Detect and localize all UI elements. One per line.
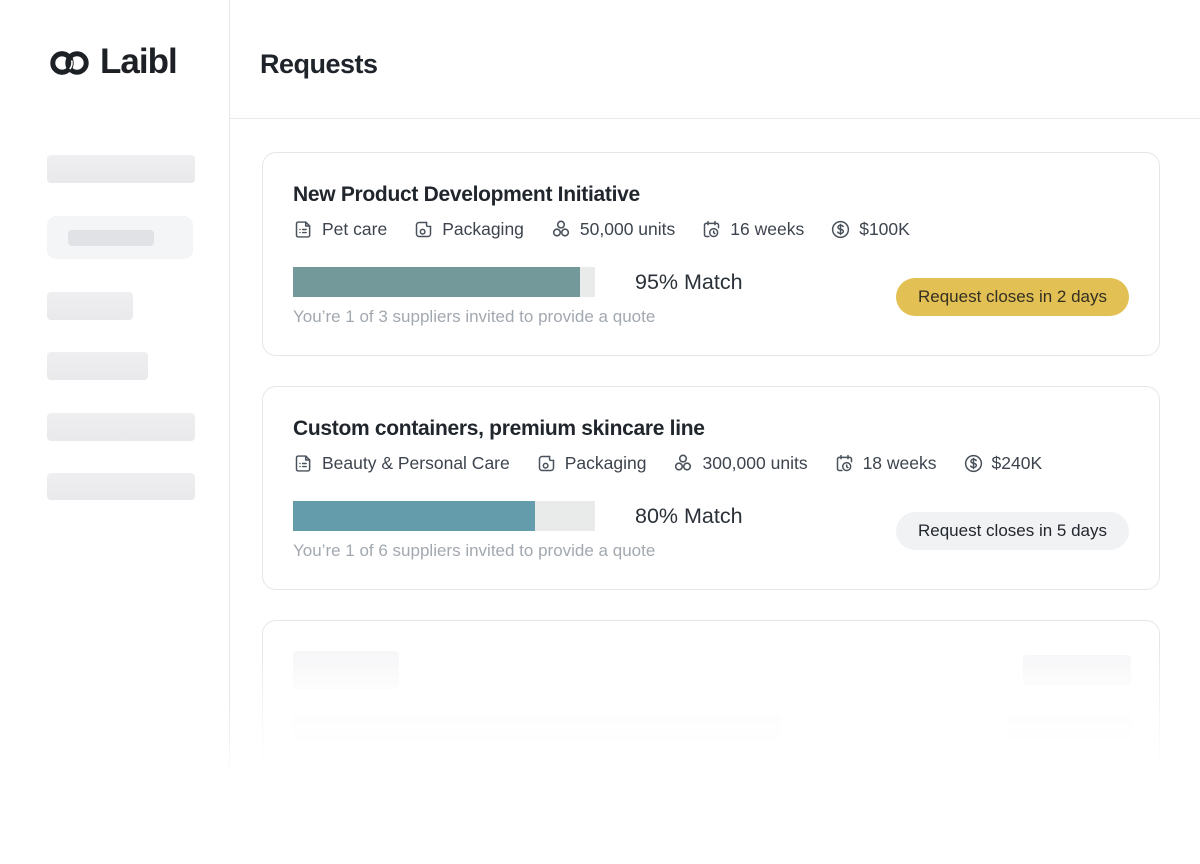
meta-service: Packaging [413,219,524,240]
meta-label: 18 weeks [862,452,937,473]
meta-label: $100K [859,218,910,239]
skeleton-block [293,715,781,741]
units-icon [550,218,572,240]
timeline-calendar-icon [834,453,855,474]
request-meta-row: Beauty & Personal Care Packaging 300,000… [293,452,1129,474]
timeline-calendar-icon [701,219,722,240]
budget-dollar-icon [830,219,851,240]
main-content: Requests New Product Development Initiat… [230,0,1200,864]
suppliers-note: You’re 1 of 3 suppliers invited to provi… [293,307,656,326]
match-left: 95% Match You’re 1 of 3 suppliers invite… [293,267,743,327]
brand-logo[interactable]: Laibl [48,42,178,82]
match-bar-row: 80% Match [293,501,743,531]
category-form-icon [293,453,314,474]
match-percent-label: 80% Match [635,503,743,528]
meta-label: 50,000 units [579,218,676,239]
match-bar-row: 95% Match [293,267,743,297]
meta-label: Pet care [322,218,388,239]
interlocked-rings-icon [48,45,94,79]
skeleton-block [1009,716,1131,740]
meta-timeline: 16 weeks [701,219,804,240]
closes-badge: Request closes in 2 days [896,278,1129,316]
request-card[interactable]: Custom containers, premium skincare line… [262,386,1160,590]
sidebar-skeleton-item [47,413,195,441]
meta-units: 300,000 units [672,452,808,474]
meta-timeline: 18 weeks [834,453,937,474]
match-percent-label: 95% Match [635,269,743,294]
closes-badge: Request closes in 5 days [896,512,1129,550]
package-icon [536,453,557,474]
sidebar: Laibl [0,0,230,772]
units-icon [672,452,694,474]
brand-name: Laibl [100,42,178,81]
page-header: Requests [230,0,1200,119]
request-card-skeleton [262,620,1160,780]
page-title: Requests [260,48,378,79]
skeleton-block [293,651,399,689]
category-form-icon [293,219,314,240]
meta-budget: $240K [963,452,1043,474]
sidebar-skeleton-item [47,352,148,380]
match-section: 95% Match You’re 1 of 3 suppliers invite… [293,267,1129,327]
sidebar-skeleton-item [47,473,195,500]
request-list: New Product Development Initiative Pet c… [262,152,1160,780]
sidebar-skeleton-item-active [47,216,193,259]
match-left: 80% Match You’re 1 of 6 suppliers invite… [293,501,743,561]
request-title: New Product Development Initiative [293,183,640,206]
request-title: Custom containers, premium skincare line [293,417,705,440]
sidebar-skeleton-item [47,292,133,320]
meta-budget: $100K [830,219,910,240]
meta-label: $240K [991,452,1043,473]
suppliers-note: You’re 1 of 6 suppliers invited to provi… [293,541,656,560]
meta-category: Beauty & Personal Care [293,453,510,474]
meta-label: Packaging [442,218,524,239]
meta-label: 300,000 units [702,452,808,473]
meta-category: Pet care [293,219,387,240]
match-progress-track [293,267,595,297]
sidebar-skeleton-item [47,155,195,183]
meta-label: 16 weeks [730,218,805,239]
budget-dollar-icon [963,453,984,474]
meta-label: Packaging [564,452,647,473]
package-icon [413,219,434,240]
skeleton-block [1023,655,1131,685]
meta-label: Beauty & Personal Care [322,452,510,473]
match-progress-track [293,501,595,531]
sidebar-skeleton-label [68,230,154,246]
meta-units: 50,000 units [550,218,675,240]
meta-service: Packaging [536,452,647,474]
request-card[interactable]: New Product Development Initiative Pet c… [262,152,1160,356]
match-section: 80% Match You’re 1 of 6 suppliers invite… [293,501,1129,561]
match-progress-fill [293,267,580,297]
match-progress-fill [293,501,535,531]
request-meta-row: Pet care Packaging 50,000 units 16 weeks [293,218,1129,240]
